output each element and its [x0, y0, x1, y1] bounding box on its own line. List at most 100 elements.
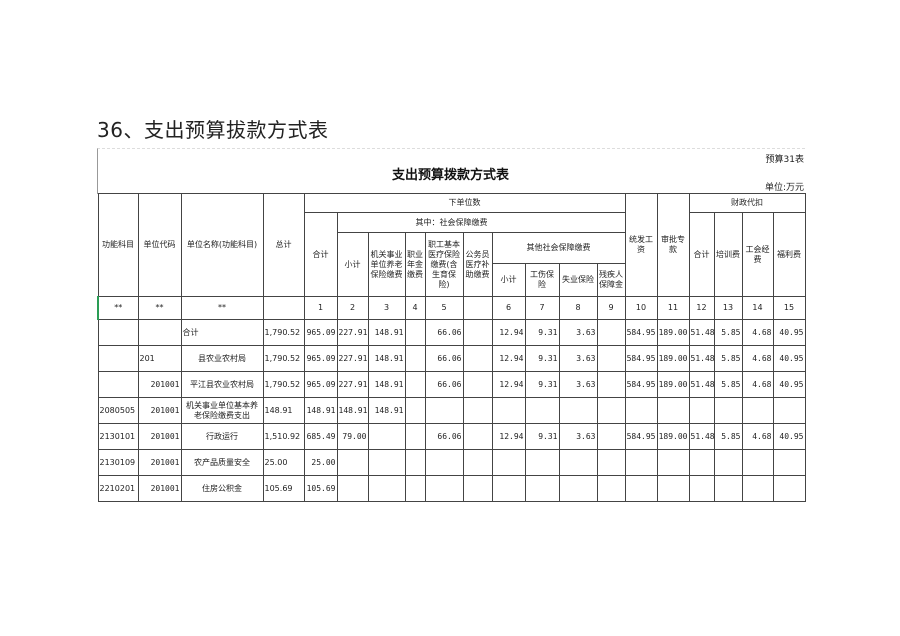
cell[interactable]: [524, 449, 560, 476]
cell[interactable]: 66.06: [424, 319, 464, 346]
cell[interactable]: [367, 423, 406, 450]
cell[interactable]: [137, 319, 182, 346]
cell[interactable]: [656, 397, 690, 424]
cell[interactable]: 9.31: [524, 319, 560, 346]
cell[interactable]: [624, 449, 658, 476]
cell[interactable]: [491, 397, 526, 424]
cell[interactable]: 40.95: [772, 345, 806, 372]
cell[interactable]: [462, 397, 493, 424]
cell[interactable]: [462, 296, 493, 320]
cell[interactable]: 148.91: [367, 319, 406, 346]
cell[interactable]: [424, 397, 464, 424]
cell[interactable]: 148.91: [262, 397, 305, 424]
cell[interactable]: 10: [624, 296, 658, 320]
cell[interactable]: 201001: [137, 475, 182, 502]
cell[interactable]: [424, 475, 464, 502]
cell[interactable]: 51.48: [688, 423, 715, 450]
cell[interactable]: 105.69: [262, 475, 305, 502]
cell[interactable]: 1,790.52: [262, 371, 305, 398]
cell[interactable]: 1,510.92: [262, 423, 305, 450]
cell[interactable]: [462, 345, 493, 372]
cell[interactable]: 12.94: [491, 371, 526, 398]
cell[interactable]: 2080505: [97, 397, 139, 424]
cell[interactable]: 201001: [137, 397, 182, 424]
cell[interactable]: [772, 449, 806, 476]
cell[interactable]: 2: [336, 296, 369, 320]
cell[interactable]: [596, 475, 626, 502]
cell[interactable]: 201001: [137, 371, 182, 398]
cell[interactable]: [462, 423, 493, 450]
cell[interactable]: [688, 449, 715, 476]
cell[interactable]: 12.94: [491, 423, 526, 450]
cell[interactable]: 1,790.52: [262, 345, 305, 372]
cell[interactable]: 965.09: [303, 371, 338, 398]
cell[interactable]: [367, 475, 406, 502]
cell[interactable]: [462, 449, 493, 476]
cell[interactable]: 行政运行: [180, 423, 264, 450]
cell[interactable]: 13: [713, 296, 743, 320]
cell[interactable]: 189.00: [656, 345, 690, 372]
cell[interactable]: [713, 397, 743, 424]
cell[interactable]: [596, 319, 626, 346]
cell[interactable]: 51.48: [688, 345, 715, 372]
cell[interactable]: 农产品质量安全: [180, 449, 264, 476]
cell[interactable]: 5.85: [713, 371, 743, 398]
cell[interactable]: 148.91: [367, 371, 406, 398]
cell[interactable]: [558, 475, 598, 502]
cell[interactable]: 148.91: [367, 345, 406, 372]
cell[interactable]: [624, 475, 658, 502]
cell[interactable]: 66.06: [424, 423, 464, 450]
cell[interactable]: 2130101: [97, 423, 139, 450]
cell[interactable]: 227.91: [336, 371, 369, 398]
cell[interactable]: [424, 449, 464, 476]
cell[interactable]: 5: [424, 296, 464, 320]
cell[interactable]: [558, 397, 598, 424]
cell[interactable]: 201001: [137, 449, 182, 476]
cell[interactable]: [524, 397, 560, 424]
cell[interactable]: 14: [741, 296, 774, 320]
cell[interactable]: [688, 475, 715, 502]
cell[interactable]: [772, 397, 806, 424]
cell[interactable]: [336, 449, 369, 476]
cell[interactable]: 12.94: [491, 345, 526, 372]
cell[interactable]: **: [137, 296, 182, 320]
cell[interactable]: 合计: [180, 319, 264, 346]
cell[interactable]: [491, 449, 526, 476]
cell[interactable]: [741, 449, 774, 476]
cell[interactable]: **: [97, 296, 139, 320]
cell[interactable]: 5.85: [713, 345, 743, 372]
cell[interactable]: 685.49: [303, 423, 338, 450]
cell[interactable]: 189.00: [656, 423, 690, 450]
cell[interactable]: 79.00: [336, 423, 369, 450]
cell[interactable]: [462, 475, 493, 502]
cell[interactable]: 227.91: [336, 319, 369, 346]
cell[interactable]: 584.95: [624, 423, 658, 450]
cell[interactable]: 12: [688, 296, 715, 320]
cell[interactable]: [596, 423, 626, 450]
cell[interactable]: [262, 296, 305, 320]
cell[interactable]: [367, 449, 406, 476]
cell[interactable]: [596, 449, 626, 476]
cell[interactable]: 105.69: [303, 475, 338, 502]
cell[interactable]: [713, 449, 743, 476]
cell[interactable]: 4.68: [741, 345, 774, 372]
cell[interactable]: 3.63: [558, 371, 598, 398]
cell[interactable]: 148.91: [336, 397, 369, 424]
cell[interactable]: 9.31: [524, 423, 560, 450]
cell[interactable]: 住房公积金: [180, 475, 264, 502]
cell[interactable]: 4.68: [741, 371, 774, 398]
cell[interactable]: 189.00: [656, 319, 690, 346]
cell[interactable]: 4: [404, 296, 426, 320]
cell[interactable]: [741, 397, 774, 424]
cell[interactable]: [97, 319, 139, 346]
cell[interactable]: 148.91: [303, 397, 338, 424]
cell[interactable]: [772, 475, 806, 502]
cell[interactable]: 6: [491, 296, 526, 320]
cell[interactable]: 965.09: [303, 319, 338, 346]
cell[interactable]: 县农业农村局: [180, 345, 264, 372]
cell[interactable]: 4.68: [741, 319, 774, 346]
cell[interactable]: [462, 371, 493, 398]
cell[interactable]: [688, 397, 715, 424]
cell[interactable]: 965.09: [303, 345, 338, 372]
cell[interactable]: 12.94: [491, 319, 526, 346]
